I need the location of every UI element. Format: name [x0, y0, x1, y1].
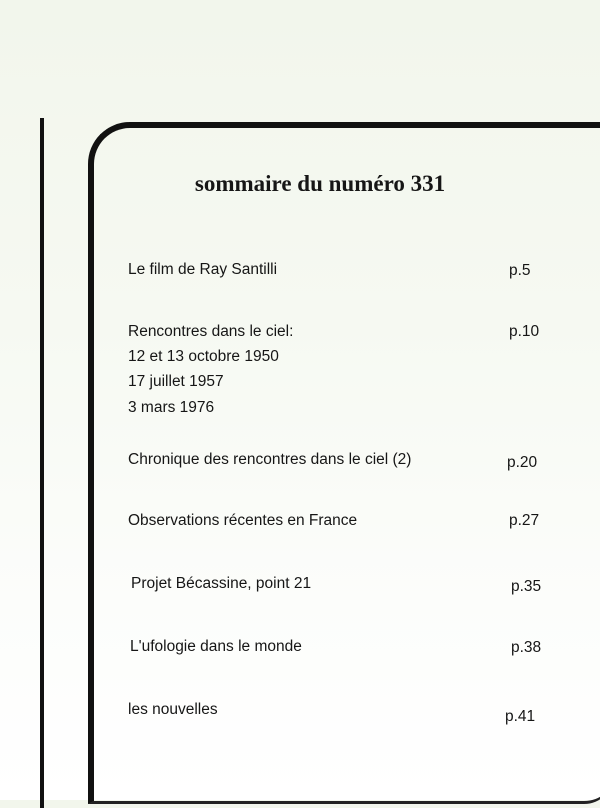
entry-title: L'ufologie dans le monde: [130, 638, 302, 655]
entry-page: p.5: [509, 262, 531, 279]
entry-title: les nouvelles: [128, 701, 218, 718]
entry-title: Le film de Ray Santilli: [128, 261, 278, 278]
entry-subline: 12 et 13 octobre 1950: [128, 348, 279, 365]
entry-title: Rencontres dans le ciel:: [128, 323, 294, 340]
entry-subline: 3 mars 1976: [128, 399, 215, 416]
entry-page: p.27: [509, 512, 540, 529]
page-title: sommaire du numéro 331: [194, 171, 446, 196]
entry-title: Projet Bécassine, point 21: [131, 575, 312, 592]
entry-subline: 17 juillet 1957: [128, 373, 224, 390]
entry-page: p.20: [507, 454, 538, 471]
entry-page: p.38: [511, 639, 542, 656]
entry-page: p.35: [511, 578, 542, 595]
entry-title: Chronique des rencontres dans le ciel (2…: [128, 451, 412, 468]
left-margin-rule: [40, 118, 44, 808]
entry-page: p.41: [505, 708, 536, 725]
entry-title: Observations récentes en France: [128, 512, 358, 529]
entry-page: p.10: [509, 323, 540, 340]
